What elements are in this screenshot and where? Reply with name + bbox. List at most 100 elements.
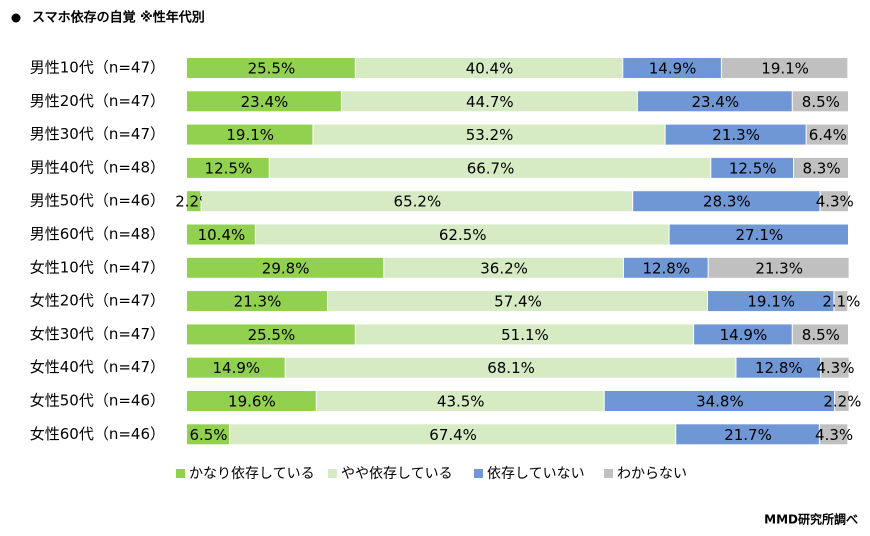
bar-segment: [665, 124, 806, 145]
bar-segment: [835, 391, 849, 411]
bar-segment: [694, 324, 792, 345]
value-label: 19.6%: [228, 393, 276, 411]
value-label: 27.1%: [735, 226, 783, 244]
value-label: 14.9%: [212, 359, 260, 377]
value-label: 12.5%: [729, 159, 777, 177]
value-label: 40.4%: [466, 60, 514, 78]
bar-segment: [341, 91, 637, 112]
value-label: 12.8%: [755, 359, 803, 377]
bar-segment: [187, 424, 230, 445]
value-label: 34.8%: [696, 393, 744, 411]
bar-segment: [230, 424, 676, 445]
value-label: 4.3%: [815, 426, 853, 444]
value-label: 51.1%: [501, 326, 549, 344]
bar-segment: [187, 257, 384, 278]
value-label: 25.5%: [248, 326, 296, 344]
value-label: 12.8%: [642, 259, 690, 277]
bar-segment: [623, 58, 721, 78]
legend-swatch: [604, 469, 613, 478]
value-label: 53.2%: [466, 126, 514, 144]
category-label: 男性40代（n=48）: [30, 158, 165, 176]
bar-segment: [187, 391, 316, 411]
value-label: 6.4%: [809, 126, 847, 144]
value-label: 57.4%: [494, 293, 542, 311]
bar-segment: [355, 58, 623, 78]
bar-segment: [792, 91, 848, 112]
bar-segment: [676, 424, 819, 445]
bar-segment: [806, 124, 848, 145]
bar-segment: [316, 391, 604, 411]
category-label: 男性10代（n=47）: [30, 59, 165, 77]
value-label: 29.8%: [262, 259, 310, 277]
category-label: 女性40代（n=47）: [30, 358, 165, 376]
value-label: 25.5%: [248, 60, 296, 78]
bar-segment: [355, 324, 694, 345]
value-label: 4.3%: [816, 193, 854, 211]
value-label: 66.7%: [467, 159, 515, 177]
bar-segment: [255, 224, 669, 245]
value-label: 6.5%: [189, 426, 227, 444]
source: MMD研究所調べ: [764, 512, 858, 527]
chart-title: スマホ依存の自覚 ※性年代別: [32, 10, 205, 26]
bar-segment: [384, 257, 623, 278]
category-label: 女性20代（n=47）: [30, 292, 165, 310]
bar-segment: [819, 424, 848, 445]
value-label: 21.3%: [712, 126, 760, 144]
legend-swatch: [176, 469, 185, 478]
bar-segment: [269, 157, 711, 178]
bar-segment: [187, 224, 255, 245]
legend-swatch: [328, 469, 337, 478]
value-label: 8.5%: [802, 326, 840, 344]
value-label: 62.5%: [439, 226, 487, 244]
value-label: 10.4%: [198, 226, 246, 244]
bar-segment: [187, 91, 341, 112]
bar-segment: [187, 291, 328, 312]
bar-segment: [669, 224, 848, 245]
bar-segment: [187, 124, 313, 145]
category-label: 女性60代（n=46）: [30, 425, 165, 443]
bar-segment: [707, 291, 834, 312]
bar-segment: [604, 391, 835, 411]
value-label: 8.5%: [802, 93, 840, 111]
value-label: 67.4%: [429, 426, 477, 444]
bar-segment: [834, 291, 848, 312]
value-label: 68.1%: [487, 359, 535, 377]
category-label: 女性10代（n=47）: [30, 258, 165, 276]
category-label: 女性50代（n=46）: [30, 392, 165, 410]
value-label: 8.3%: [802, 159, 840, 177]
legend-label: かなり依存している: [189, 466, 315, 482]
value-label: 23.4%: [241, 93, 289, 111]
bar-segment: [187, 191, 201, 212]
value-label: 28.3%: [703, 193, 751, 211]
bar-segment: [187, 157, 269, 178]
bar-segment: [313, 124, 665, 145]
value-label: 19.1%: [226, 126, 274, 144]
value-label: 23.4%: [691, 93, 739, 111]
value-label: 2.2%: [823, 393, 861, 411]
value-label: 21.3%: [234, 293, 282, 311]
value-label: 14.9%: [720, 326, 768, 344]
bar-segment: [623, 257, 708, 278]
bar-segment: [187, 58, 355, 78]
category-label: 男性20代（n=47）: [30, 92, 165, 110]
value-label: 19.1%: [747, 293, 795, 311]
value-label: 43.5%: [437, 393, 485, 411]
bar-segment: [187, 357, 285, 378]
legend-swatch: [474, 469, 483, 478]
category-label: 男性50代（n=46）: [30, 192, 165, 210]
bar-segment: [721, 58, 848, 78]
category-label: 女性30代（n=47）: [30, 325, 165, 343]
bar-segment: [328, 291, 707, 312]
bar-segment: [821, 357, 849, 378]
value-label: 36.2%: [480, 259, 528, 277]
bar-segment: [187, 324, 355, 345]
category-label: 男性30代（n=47）: [30, 125, 165, 143]
value-label: 12.5%: [205, 159, 253, 177]
bar-segment: [711, 157, 794, 178]
legend-label: わからない: [617, 466, 687, 482]
bar-segment: [820, 191, 848, 212]
value-label: 44.7%: [466, 93, 514, 111]
value-label: 65.2%: [394, 193, 442, 211]
legend-label: 依存していない: [487, 466, 585, 482]
